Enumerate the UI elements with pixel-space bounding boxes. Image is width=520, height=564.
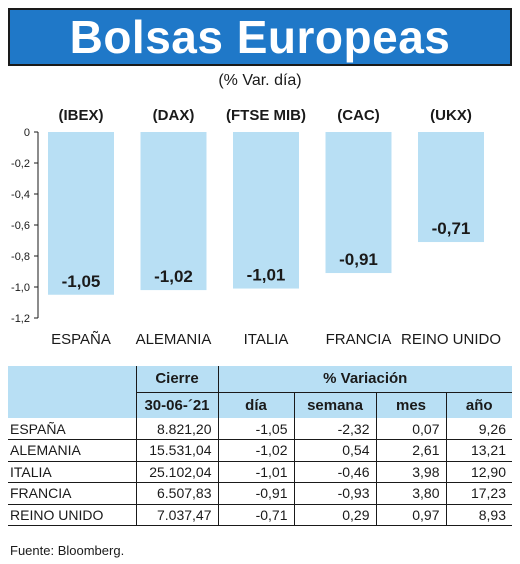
row-dia: -1,05 [218, 418, 295, 440]
row-ano: 17,23 [446, 482, 512, 505]
table-row: ALEMANIA 15.531,04 -1,02 0,54 2,61 13,21 [8, 439, 512, 462]
bar-value-label: -0,91 [339, 250, 378, 269]
bar-value-label: -1,02 [154, 267, 193, 286]
header-dia: día [218, 392, 295, 418]
ticker-label: (IBEX) [59, 107, 104, 124]
row-name: ALEMANIA [8, 439, 137, 462]
row-mes: 0,07 [376, 418, 447, 440]
row-cierre: 15.531,04 [136, 439, 219, 462]
bar [48, 132, 114, 295]
bar-value-label: -1,05 [62, 272, 101, 291]
row-mes: 3,98 [376, 461, 447, 483]
row-mes: 3,80 [376, 482, 447, 505]
category-label: ESPAÑA [51, 331, 111, 348]
table-row: ITALIA 25.102,04 -1,01 -0,46 3,98 12,90 [8, 461, 512, 483]
ticker-label: (FTSE MIB) [226, 107, 306, 124]
header-ano: año [446, 392, 512, 418]
row-name: REINO UNIDO [8, 504, 137, 526]
row-ano: 8,93 [446, 504, 512, 526]
header-date: 30-06-´21 [136, 392, 219, 418]
y-tick-label: -1,0 [11, 282, 30, 294]
row-cierre: 8.821,20 [136, 418, 219, 440]
header-semana: semana [294, 392, 377, 418]
row-name: FRANCIA [8, 482, 137, 505]
bar-value-label: -0,71 [432, 219, 471, 238]
row-dia: -0,71 [218, 504, 295, 526]
row-dia: -1,01 [218, 461, 295, 483]
row-mes: 2,61 [376, 439, 447, 462]
ticker-label: (CAC) [337, 107, 380, 124]
header-variacion: % Variación [218, 366, 512, 393]
row-mes: 0,97 [376, 504, 447, 526]
row-ano: 13,21 [446, 439, 512, 462]
source-note: Fuente: Bloomberg. [10, 543, 125, 558]
y-tick-label: -0,8 [11, 251, 30, 263]
row-dia: -1,02 [218, 439, 295, 462]
header-mes: mes [376, 392, 447, 418]
title-banner: Bolsas Europeas [8, 8, 512, 66]
table-row: FRANCIA 6.507,83 -0,91 -0,93 3,80 17,23 [8, 482, 512, 505]
row-semana: 0,54 [294, 439, 377, 462]
chart-title: Bolsas Europeas [69, 11, 451, 63]
row-semana: -0,93 [294, 482, 377, 505]
bar [325, 132, 392, 274]
table-row: REINO UNIDO 7.037,47 -0,71 0,29 0,97 8,9… [8, 504, 512, 526]
category-label: ITALIA [244, 331, 289, 348]
table-row: ESPAÑA 8.821,20 -1,05 -2,32 0,07 9,26 [8, 418, 512, 440]
y-tick-label: 0 [24, 127, 30, 139]
row-semana: 0,29 [294, 504, 377, 526]
row-ano: 9,26 [446, 418, 512, 440]
bar [418, 132, 484, 243]
row-cierre: 6.507,83 [136, 482, 219, 505]
ticker-label: (DAX) [153, 107, 195, 124]
header-cierre: Cierre [136, 366, 219, 393]
chart-subtitle: (% Var. día) [218, 72, 302, 89]
header-blank-2 [8, 392, 137, 418]
header-blank [8, 366, 137, 392]
row-cierre: 7.037,47 [136, 504, 219, 526]
row-semana: -2,32 [294, 418, 377, 440]
row-name: ESPAÑA [8, 418, 137, 440]
row-name: ITALIA [8, 461, 137, 483]
ticker-label: (UKX) [430, 107, 472, 124]
y-tick-label: -0,6 [11, 220, 30, 232]
y-tick-label: -0,2 [11, 158, 30, 170]
bar [233, 132, 299, 289]
row-semana: -0,46 [294, 461, 377, 483]
row-cierre: 25.102,04 [136, 461, 219, 483]
category-label: ALEMANIA [136, 331, 212, 348]
bar [140, 132, 207, 291]
row-dia: -0,91 [218, 482, 295, 505]
y-tick-label: -1,2 [11, 313, 30, 325]
category-label: REINO UNIDO [401, 331, 501, 348]
row-ano: 12,90 [446, 461, 512, 483]
bar-value-label: -1,01 [247, 266, 286, 285]
bar-chart: 0 -0,2 -0,4 -0,6 -0,8 -1,0 -1,2 -1,05 (IBEX) ESPA… [11, 107, 501, 348]
y-tick-label: -0,4 [11, 189, 30, 201]
category-label: FRANCIA [326, 331, 392, 348]
data-table: Cierre % Variación 30-06-´21 día semana … [8, 366, 512, 526]
